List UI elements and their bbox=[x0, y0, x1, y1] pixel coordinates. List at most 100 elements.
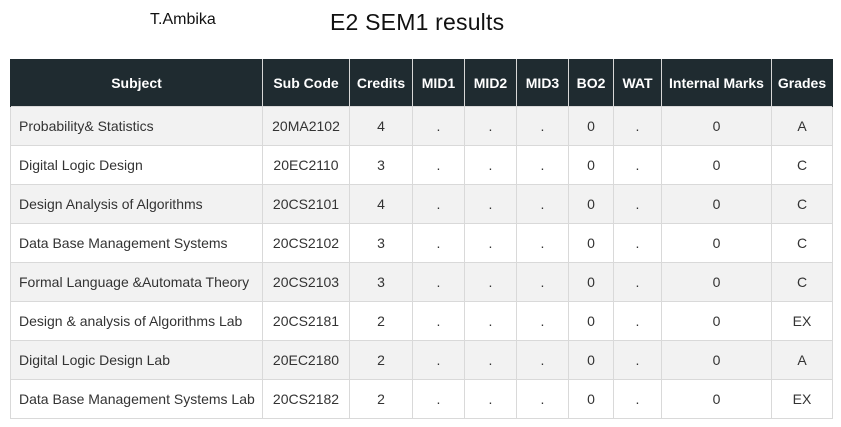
mid1-cell: . bbox=[412, 340, 465, 380]
internal-marks-cell: 0 bbox=[661, 262, 772, 302]
sub-code-cell: 20EC2110 bbox=[262, 145, 350, 185]
subject-cell: Probability& Statistics bbox=[10, 106, 263, 146]
internal-marks-cell: 0 bbox=[661, 223, 772, 263]
internal-marks-cell: 0 bbox=[661, 184, 772, 224]
subject-cell: Digital Logic Design bbox=[10, 145, 263, 185]
internal-marks-cell: 0 bbox=[661, 379, 772, 419]
table-row: Digital Logic Design 20EC2110 3 . . . 0 … bbox=[10, 145, 833, 185]
credits-cell: 2 bbox=[349, 301, 413, 341]
credits-cell: 2 bbox=[349, 340, 413, 380]
table-row: Digital Logic Design Lab 20EC2180 2 . . … bbox=[10, 340, 833, 380]
sub-code-cell: 20EC2180 bbox=[262, 340, 350, 380]
student-name: T.Ambika bbox=[150, 11, 216, 28]
internal-marks-cell: 0 bbox=[661, 301, 772, 341]
column-header-internal-marks: Internal Marks bbox=[661, 59, 772, 107]
column-header-mid1: MID1 bbox=[412, 59, 465, 107]
mid1-cell: . bbox=[412, 106, 465, 146]
sub-code-cell: 20CS2101 bbox=[262, 184, 350, 224]
mid2-cell: . bbox=[464, 145, 517, 185]
credits-cell: 2 bbox=[349, 379, 413, 419]
credits-cell: 3 bbox=[349, 223, 413, 263]
bo2-cell: 0 bbox=[568, 262, 614, 302]
internal-marks-cell: 0 bbox=[661, 340, 772, 380]
internal-marks-cell: 0 bbox=[661, 106, 772, 146]
sub-code-cell: 20CS2181 bbox=[262, 301, 350, 341]
mid1-cell: . bbox=[412, 184, 465, 224]
mid1-cell: . bbox=[412, 301, 465, 341]
results-table: Subject Sub Code Credits MID1 MID2 MID3 … bbox=[10, 59, 833, 419]
grade-cell: A bbox=[771, 340, 833, 380]
mid3-cell: . bbox=[516, 223, 569, 263]
grade-cell: A bbox=[771, 106, 833, 146]
sub-code-cell: 20CS2103 bbox=[262, 262, 350, 302]
subject-cell: Design & analysis of Algorithms Lab bbox=[10, 301, 263, 341]
mid2-cell: . bbox=[464, 223, 517, 263]
grade-cell: C bbox=[771, 223, 833, 263]
credits-cell: 4 bbox=[349, 184, 413, 224]
mid2-cell: . bbox=[464, 379, 517, 419]
table-row: Probability& Statistics 20MA2102 4 . . .… bbox=[10, 106, 833, 146]
mid3-cell: . bbox=[516, 262, 569, 302]
column-header-wat: WAT bbox=[613, 59, 662, 107]
page-title: E2 SEM1 results bbox=[330, 9, 505, 35]
wat-cell: . bbox=[613, 262, 662, 302]
column-header-credits: Credits bbox=[349, 59, 413, 107]
subject-cell: Data Base Management Systems Lab bbox=[10, 379, 263, 419]
bo2-cell: 0 bbox=[568, 106, 614, 146]
mid3-cell: . bbox=[516, 301, 569, 341]
bo2-cell: 0 bbox=[568, 379, 614, 419]
mid3-cell: . bbox=[516, 106, 569, 146]
table-row: Formal Language &Automata Theory 20CS210… bbox=[10, 262, 833, 302]
mid2-cell: . bbox=[464, 262, 517, 302]
credits-cell: 3 bbox=[349, 262, 413, 302]
column-header-bo2: BO2 bbox=[568, 59, 614, 107]
mid3-cell: . bbox=[516, 145, 569, 185]
bo2-cell: 0 bbox=[568, 301, 614, 341]
wat-cell: . bbox=[613, 223, 662, 263]
grade-cell: EX bbox=[771, 379, 833, 419]
bo2-cell: 0 bbox=[568, 340, 614, 380]
column-header-grades: Grades bbox=[771, 59, 833, 107]
grade-cell: C bbox=[771, 145, 833, 185]
mid3-cell: . bbox=[516, 184, 569, 224]
column-header-sub-code: Sub Code bbox=[262, 59, 350, 107]
grade-cell: C bbox=[771, 262, 833, 302]
internal-marks-cell: 0 bbox=[661, 145, 772, 185]
credits-cell: 3 bbox=[349, 145, 413, 185]
grade-cell: C bbox=[771, 184, 833, 224]
column-header-mid2: MID2 bbox=[464, 59, 517, 107]
mid3-cell: . bbox=[516, 340, 569, 380]
mid1-cell: . bbox=[412, 379, 465, 419]
subject-cell: Data Base Management Systems bbox=[10, 223, 263, 263]
mid3-cell: . bbox=[516, 379, 569, 419]
subject-cell: Formal Language &Automata Theory bbox=[10, 262, 263, 302]
credits-cell: 4 bbox=[349, 106, 413, 146]
sub-code-cell: 20MA2102 bbox=[262, 106, 350, 146]
table-row: Data Base Management Systems 20CS2102 3 … bbox=[10, 223, 833, 263]
mid1-cell: . bbox=[412, 262, 465, 302]
column-header-subject: Subject bbox=[10, 59, 263, 107]
mid1-cell: . bbox=[412, 223, 465, 263]
mid1-cell: . bbox=[412, 145, 465, 185]
bo2-cell: 0 bbox=[568, 145, 614, 185]
bo2-cell: 0 bbox=[568, 184, 614, 224]
wat-cell: . bbox=[613, 379, 662, 419]
subject-cell: Design Analysis of Algorithms bbox=[10, 184, 263, 224]
table-row: Design Analysis of Algorithms 20CS2101 4… bbox=[10, 184, 833, 224]
mid2-cell: . bbox=[464, 184, 517, 224]
results-table-body: Probability& Statistics 20MA2102 4 . . .… bbox=[10, 106, 833, 419]
table-row: Data Base Management Systems Lab 20CS218… bbox=[10, 379, 833, 419]
table-header-row: Subject Sub Code Credits MID1 MID2 MID3 … bbox=[10, 59, 833, 107]
column-header-mid3: MID3 bbox=[516, 59, 569, 107]
subject-cell: Digital Logic Design Lab bbox=[10, 340, 263, 380]
wat-cell: . bbox=[613, 340, 662, 380]
grade-cell: EX bbox=[771, 301, 833, 341]
wat-cell: . bbox=[613, 145, 662, 185]
wat-cell: . bbox=[613, 106, 662, 146]
sub-code-cell: 20CS2102 bbox=[262, 223, 350, 263]
mid2-cell: . bbox=[464, 301, 517, 341]
wat-cell: . bbox=[613, 301, 662, 341]
table-row: Design & analysis of Algorithms Lab 20CS… bbox=[10, 301, 833, 341]
bo2-cell: 0 bbox=[568, 223, 614, 263]
wat-cell: . bbox=[613, 184, 662, 224]
